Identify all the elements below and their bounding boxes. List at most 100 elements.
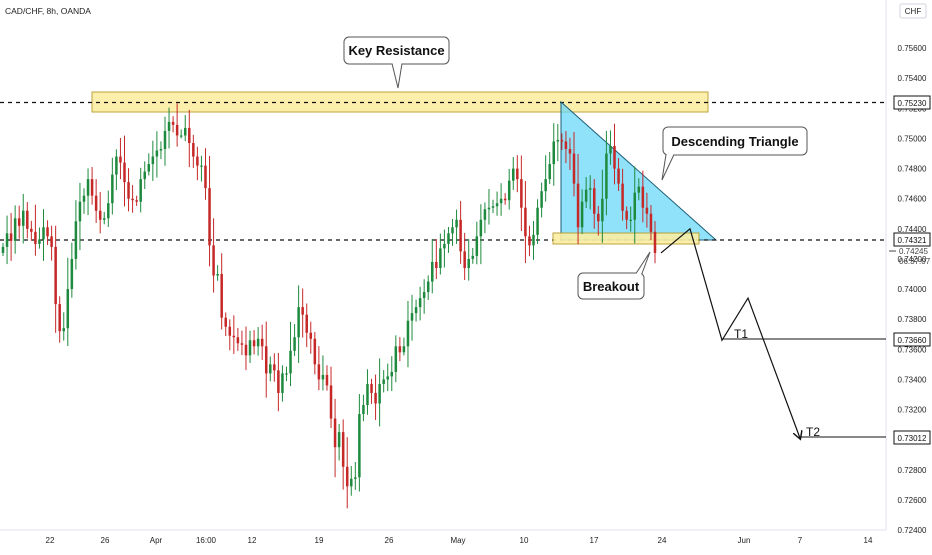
currency-label: CHF [905,7,922,16]
candle-body [66,289,70,329]
candle-body [548,164,551,180]
candle-body [252,340,256,347]
candle-body [50,236,53,247]
support-price-badge[interactable]: 0.74321 [893,232,931,247]
candle-body [637,186,641,193]
candle-body [512,168,515,181]
candle-body [576,183,580,228]
candle-body [382,379,385,384]
candle-body [175,124,179,136]
candle-body [609,146,612,154]
candle-body [617,168,620,184]
symbol-title: CAD/CHF, 8h, OANDA [5,6,91,16]
y-tick-label: 0.75000 [898,134,927,143]
candle-body [151,156,155,165]
candle-body [345,466,349,487]
candle-body [613,146,616,169]
candle-body [641,186,645,208]
candle-body [540,191,543,208]
y-tick-label: 0.72800 [898,466,927,475]
x-tick-label: 24 [658,536,667,545]
key-resistance-label: Key Resistance [348,43,444,58]
candle-body [240,343,244,345]
x-tick-label: 17 [590,536,599,545]
y-tick-label: 0.74400 [898,225,927,234]
y-tick-label: 0.75600 [898,44,927,53]
candle-body [200,165,203,167]
candle-body [147,164,151,172]
candle-body [293,337,296,351]
candle-body [102,218,106,220]
candle-body [86,179,90,196]
candle-body [556,139,560,142]
candle-body [119,156,122,163]
support-zone[interactable] [552,232,700,245]
candle-body [244,344,248,356]
candle-body [321,374,325,380]
candle-body [208,188,211,246]
key-resistance-callout[interactable]: Key Resistance [343,36,450,89]
x-tick-label: Apr [150,536,163,545]
candle-body [592,188,596,214]
candle-body [224,317,227,327]
candle-body [167,121,171,131]
candle-body [584,189,588,202]
y-tick-label: 0.73400 [898,375,927,384]
candle-body [605,153,608,199]
candle-body [196,156,199,166]
candle-body [426,281,430,293]
y-tick-label: 0.73200 [898,406,927,415]
x-tick-label: 10 [520,536,529,545]
candle-body [503,198,507,201]
t1-price-text: 0.73660 [898,336,927,345]
candle-body [516,168,519,180]
candle-body [374,392,377,404]
candle-body [297,307,300,338]
t1-label: T1 [734,327,748,341]
y-tick-label: 0.73800 [898,315,927,324]
candle-body [588,188,592,190]
breakout-callout[interactable]: Breakout [577,251,651,300]
candle-body [58,304,61,332]
candle-body [143,171,146,180]
candle-body [645,207,649,214]
resistance-price-badge[interactable]: 0.75230 [893,95,931,110]
candle-body [248,340,252,356]
candle-body [256,338,260,347]
y-tick-label: 0.74000 [898,285,927,294]
candle-body [499,198,503,204]
candle-body [414,307,418,314]
y-tick-label: 0.74200 [898,255,927,264]
candle-body [341,432,345,467]
candle-body [431,261,434,282]
candle-body [544,179,547,192]
candle-body [528,236,531,246]
x-tick-label: 26 [101,536,110,545]
candle-body [350,478,353,487]
descending-triangle[interactable] [560,100,718,241]
candle-body [629,219,632,221]
candle-body [354,477,357,479]
candle-body [580,201,584,228]
x-tick-label: 22 [46,536,55,545]
descending-triangle-callout[interactable]: Descending Triangle [661,126,808,181]
currency-badge[interactable] [899,3,927,19]
candle-body [366,383,369,406]
candle-body [188,127,191,143]
candle-body [649,213,653,232]
candle-body [183,127,187,136]
candle-body [46,227,49,237]
resistance-price-text: 0.75230 [898,99,927,108]
candle-body [572,153,576,184]
candle-body [26,210,29,229]
candle-body [111,174,114,204]
t1-price-badge[interactable]: 0.73660 [893,332,931,347]
t2-price-badge[interactable]: 0.73012 [893,430,931,445]
candle-body [281,373,284,393]
candle-body [38,239,41,244]
candle-body [216,274,219,276]
candle-body [362,405,365,415]
candle-body [155,150,159,157]
